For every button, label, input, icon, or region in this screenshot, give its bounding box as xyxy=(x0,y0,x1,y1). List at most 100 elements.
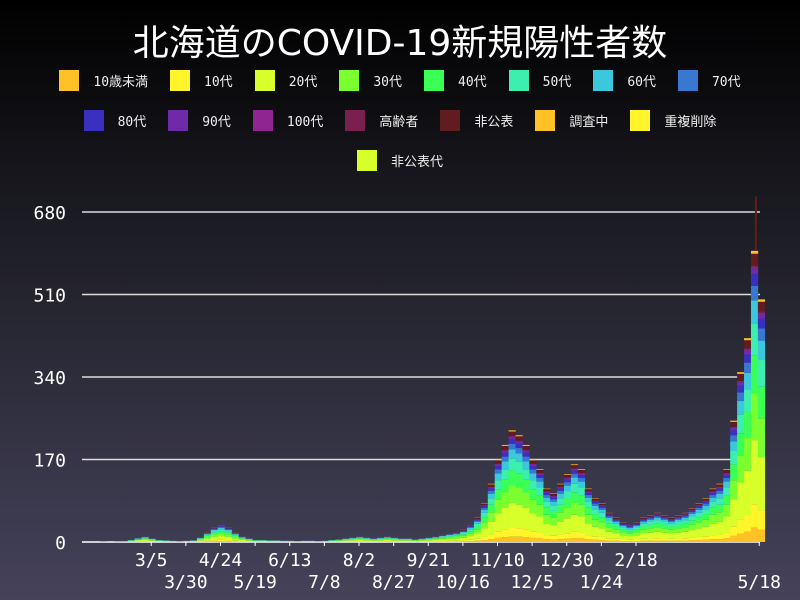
legend-item: 高齢者 xyxy=(345,110,418,131)
bar-segment xyxy=(536,477,544,482)
bar-segment xyxy=(557,534,565,540)
bar-segment xyxy=(508,436,516,438)
bar-segment xyxy=(342,540,350,541)
bar-segment xyxy=(342,539,350,541)
legend-label: 40代 xyxy=(458,75,487,90)
bar-segment xyxy=(508,458,516,471)
legend-item: 20代 xyxy=(254,70,317,91)
bar-segment xyxy=(473,517,482,519)
legend-swatch xyxy=(440,110,461,131)
bar-segment xyxy=(723,532,731,539)
legend-swatch xyxy=(677,70,698,91)
bar-segment xyxy=(494,489,502,500)
bar-segment xyxy=(501,492,509,509)
bar-segment xyxy=(217,541,225,542)
legend-item: 30代 xyxy=(339,70,402,91)
bar-segment xyxy=(723,495,731,505)
bar-segment xyxy=(612,521,620,524)
x-tick-label: 3/5 xyxy=(135,550,168,571)
bar-segment xyxy=(467,526,475,528)
bar-segment xyxy=(584,539,592,542)
bar-segment xyxy=(508,449,516,459)
bar-segment xyxy=(550,496,558,498)
x-tick-label: 2/18 xyxy=(614,550,657,571)
bar-segment xyxy=(702,539,710,542)
bar-segment xyxy=(217,539,225,542)
bar-segment xyxy=(363,539,371,541)
bar-segment xyxy=(584,489,592,492)
bar-segment xyxy=(196,538,205,540)
bar-segment xyxy=(598,528,606,537)
legend-swatch xyxy=(254,70,275,91)
bar-segment xyxy=(688,508,696,510)
bar-segment xyxy=(640,526,648,530)
legend-label: 10代 xyxy=(204,75,233,90)
bar-segment xyxy=(681,516,689,518)
bar-segment xyxy=(210,534,219,537)
bar-segment xyxy=(730,426,738,428)
bar-segment xyxy=(460,532,468,535)
bar-segment xyxy=(543,523,551,536)
bar-segment xyxy=(660,532,669,539)
bar-segment xyxy=(210,541,219,542)
bar-segment xyxy=(487,521,496,535)
bar-segment xyxy=(591,539,599,542)
bar-segment xyxy=(238,538,246,540)
bar-segment xyxy=(730,441,738,452)
bar-segment xyxy=(536,495,544,505)
bar-segment xyxy=(695,540,703,542)
bar-segment xyxy=(349,538,357,539)
bar-segment xyxy=(723,538,731,542)
bar-segment xyxy=(467,527,475,528)
bar-segment xyxy=(404,540,412,542)
bar-segment xyxy=(654,523,662,528)
bar-segment xyxy=(647,517,655,519)
bar-peak xyxy=(754,196,757,251)
bar-segment xyxy=(508,536,516,542)
bar-segment xyxy=(508,430,516,432)
bar-segment xyxy=(709,492,717,496)
bar-segment xyxy=(328,541,336,542)
bar-segment xyxy=(702,509,710,515)
bar-segment xyxy=(667,529,676,534)
bar-segment xyxy=(480,505,489,507)
bar-segment xyxy=(626,541,634,542)
bar-segment xyxy=(730,421,738,427)
bar-segment xyxy=(155,541,163,542)
bar-segment xyxy=(674,524,682,529)
bar-segment xyxy=(570,464,579,466)
bar-segment xyxy=(633,522,641,524)
bar-segment xyxy=(688,520,696,525)
bar-segment xyxy=(501,445,509,450)
bar-segment xyxy=(522,445,530,450)
x-tick-label: 3/30 xyxy=(164,572,207,593)
bar-segment xyxy=(730,430,738,436)
bar-segment xyxy=(695,536,703,541)
bar-segment xyxy=(563,482,572,486)
bar-segment xyxy=(626,526,634,528)
legend-item: 90代 xyxy=(168,110,231,131)
bar-segment xyxy=(522,450,530,453)
bar-segment xyxy=(501,461,509,470)
bar-segment xyxy=(529,469,537,474)
bar-segment xyxy=(757,529,766,542)
bar-segment xyxy=(750,300,759,324)
legend-swatch xyxy=(424,70,444,91)
bar-segment xyxy=(494,460,502,464)
bar-segment xyxy=(508,431,516,436)
bar-segment xyxy=(688,510,696,513)
bar-segment xyxy=(467,531,475,534)
bar-segment xyxy=(480,503,489,506)
bar-segment xyxy=(702,498,710,501)
legend-label: 非公表代 xyxy=(390,155,443,170)
bar-segment xyxy=(723,516,731,533)
bar-segment xyxy=(626,539,634,542)
bar-segment xyxy=(508,443,516,450)
bar-segment xyxy=(716,498,724,505)
bar-segment xyxy=(148,539,156,541)
bar-segment xyxy=(591,526,599,537)
bar-segment xyxy=(460,537,468,541)
bar-segment xyxy=(626,525,634,526)
bar-segment xyxy=(633,535,641,540)
